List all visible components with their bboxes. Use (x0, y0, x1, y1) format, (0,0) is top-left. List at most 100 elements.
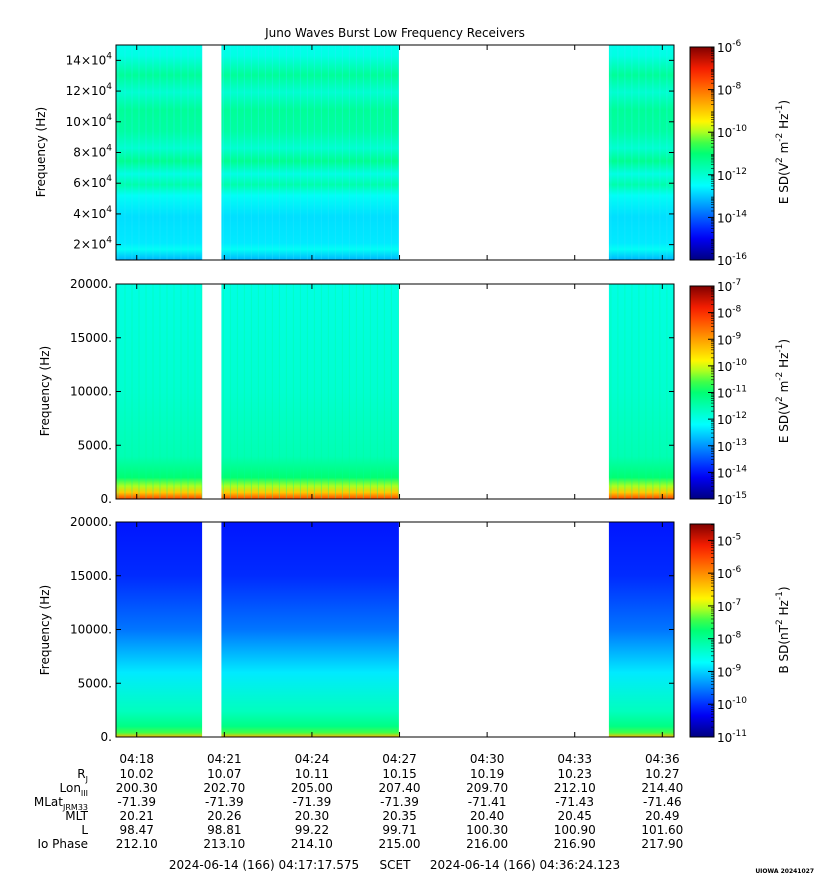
y-tick-label: 14×104 (66, 51, 113, 67)
spectrogram-data-segment (116, 522, 203, 737)
colorbar-tick-label: 10-16 (717, 252, 747, 268)
colorbar-b-field: B SD(nT2 Hz-1) 10-5 10-6 10-7 10-8 10-9 10-10… (689, 523, 791, 745)
figure-title: Juno Waves Burst Low Frequency Receivers (264, 26, 525, 40)
y-tick-label: 5000. (78, 438, 112, 452)
footer-scet: SCET (380, 858, 412, 872)
y-tick-label: 15000. (70, 569, 112, 583)
ephemeris-value: 212.10 (116, 837, 158, 851)
ephemeris-value: 216.00 (466, 837, 508, 851)
ephemeris-value: 209.70 (466, 781, 508, 795)
colorbar-tick-label: 10-6 (717, 565, 742, 581)
spectrogram-data-segment (116, 284, 203, 499)
ephemeris-value: 98.47 (120, 823, 154, 837)
ephemeris-value: 214.40 (641, 781, 683, 795)
colorbar-b-field-label: B SD(nT2 Hz-1) (775, 586, 791, 673)
y-tick-label: 20000. (70, 515, 112, 529)
panel-e-field-low: 0. 5000. 10000. 15000. 20000. Frequency (Hz) (38, 277, 675, 506)
x-tick-label: 04:27 (382, 752, 417, 766)
panel-b-field: 0. 5000. 10000. 15000. 20000. Frequency (Hz) (38, 515, 675, 744)
colorbar-e-field-low-label: E SD(V2 m-2 Hz-1) (775, 339, 791, 443)
ephemeris-value: 100.30 (466, 823, 508, 837)
colorbar-tick-label: 10-8 (717, 305, 742, 321)
x-tick-label: 04:30 (470, 752, 505, 766)
ephemeris-value: 10.11 (295, 767, 329, 781)
colorbar-tick-label: 10-10 (717, 124, 747, 140)
y-tick-label: 2×104 (73, 236, 112, 252)
x-tick-label: 04:24 (295, 752, 330, 766)
ephemeris-value: 20.21 (120, 809, 154, 823)
panel-e-field-low-y-ticks: 0. 5000. 10000. 15000. 20000. (70, 277, 674, 506)
colorbar-tick-label: 10-6 (717, 39, 742, 55)
y-tick-label: 15000. (70, 331, 112, 345)
ephemeris-value: 10.23 (558, 767, 592, 781)
ephemeris-value: 216.90 (554, 837, 596, 851)
colorbar-gradient (689, 523, 715, 738)
y-tick-label: 10000. (70, 623, 112, 637)
colorbar-tick-label: 10-7 (717, 278, 741, 294)
ephemeris-row-label: LonIII (60, 781, 89, 798)
ephemeris-value: -71.41 (468, 795, 507, 809)
colorbar-tick-label: 10-9 (717, 331, 742, 347)
y-tick-label: 4×104 (73, 205, 112, 221)
y-tick-label: 20000. (70, 277, 112, 291)
colorbar-tick-label: 10-12 (717, 411, 747, 427)
colorbar-e-field-low: E SD(V2 m-2 Hz-1) 10-7 10-8 10-9 10-10 10-11… (689, 278, 791, 507)
colorbar-title: E SD(V2 m-2 Hz-1) (775, 100, 791, 204)
y-tick-label: 5000. (78, 676, 112, 690)
y-tick-label: 8×104 (73, 144, 112, 160)
ephemeris-value: 10.02 (120, 767, 154, 781)
colorbar-tick-label: 10-14 (717, 464, 747, 480)
colorbar-tick-label: 10-8 (717, 82, 742, 98)
panel-e-field-high-image (116, 45, 675, 260)
ephemeris-value: 207.40 (379, 781, 421, 795)
spectrogram-data-segment (221, 522, 399, 737)
ephemeris-value: 202.70 (203, 781, 245, 795)
ephemeris-value: 10.15 (382, 767, 416, 781)
x-tick-label: 04:36 (645, 752, 680, 766)
ephemeris-value: 20.35 (382, 809, 416, 823)
ephemeris-value: 101.60 (641, 823, 683, 837)
y-tick-label: 12×104 (66, 82, 113, 98)
x-tick-label: 04:33 (557, 752, 592, 766)
panel-e-field-high-y-label: Frequency (Hz) (34, 107, 48, 198)
spectrogram-data-segment (221, 284, 399, 499)
ephemeris-value: 99.71 (382, 823, 416, 837)
time-axis-labels: 04:18 04:21 04:24 04:27 04:30 04:33 04:36 (119, 45, 680, 766)
colorbar-tick-label: 10-11 (717, 385, 747, 401)
ephemeris-row-label: L (81, 823, 88, 837)
colorbar-tick-label: 10-12 (717, 167, 747, 183)
y-tick-label: 0. (101, 492, 112, 506)
colorbar-tick-label: 10-15 (717, 491, 747, 507)
ephemeris-value: 205.00 (291, 781, 333, 795)
ephemeris-value: 214.10 (291, 837, 333, 851)
colorbar-gradient (689, 46, 715, 261)
colorbar-tick-label: 10-9 (717, 663, 742, 679)
footer: 2024-06-14 (166) 04:17:17.575 SCET 2024-… (169, 858, 620, 872)
ephemeris-value: 200.30 (116, 781, 158, 795)
panel-b-field-image (116, 522, 674, 737)
colorbar-tick-label: 10-14 (717, 209, 747, 225)
ephemeris-value: 20.26 (207, 809, 241, 823)
colorbar-title: B SD(nT2 Hz-1) (775, 586, 791, 673)
ephemeris-value: -71.39 (205, 795, 244, 809)
spectrogram-data-segment (608, 284, 674, 499)
colorbar-e-field-high: E SD(V2 m-2 Hz-1) 10-6 10-8 10-10 10-12 10-1… (689, 39, 791, 268)
ephemeris-value: 10.19 (470, 767, 504, 781)
colorbar-e-field-high-label: E SD(V2 m-2 Hz-1) (775, 100, 791, 204)
colorbar-tick-label: 10-11 (717, 729, 747, 745)
ephemeris-value: 98.81 (207, 823, 241, 837)
ephemeris-value: 20.49 (645, 809, 679, 823)
ephemeris-value: 217.90 (641, 837, 683, 851)
panel-e-field-high-y-ticks: 2×104 4×104 6×104 8×104 10×104 12×104 14×104 (66, 51, 674, 252)
colorbar-tick-label: 10-8 (717, 631, 742, 647)
spectrogram-data-segment (221, 45, 399, 260)
footer-end-time: 2024-06-14 (166) 04:36:24.123 (430, 858, 620, 872)
x-tick-label: 04:21 (207, 752, 242, 766)
y-tick-label: 10×104 (66, 113, 113, 129)
ephemeris-row-label: RJ (77, 767, 88, 784)
y-tick-label: 6×104 (73, 174, 112, 190)
y-tick-label: 10000. (70, 385, 112, 399)
ephemeris-value: 10.07 (207, 767, 241, 781)
ephemeris-value: -71.39 (293, 795, 332, 809)
